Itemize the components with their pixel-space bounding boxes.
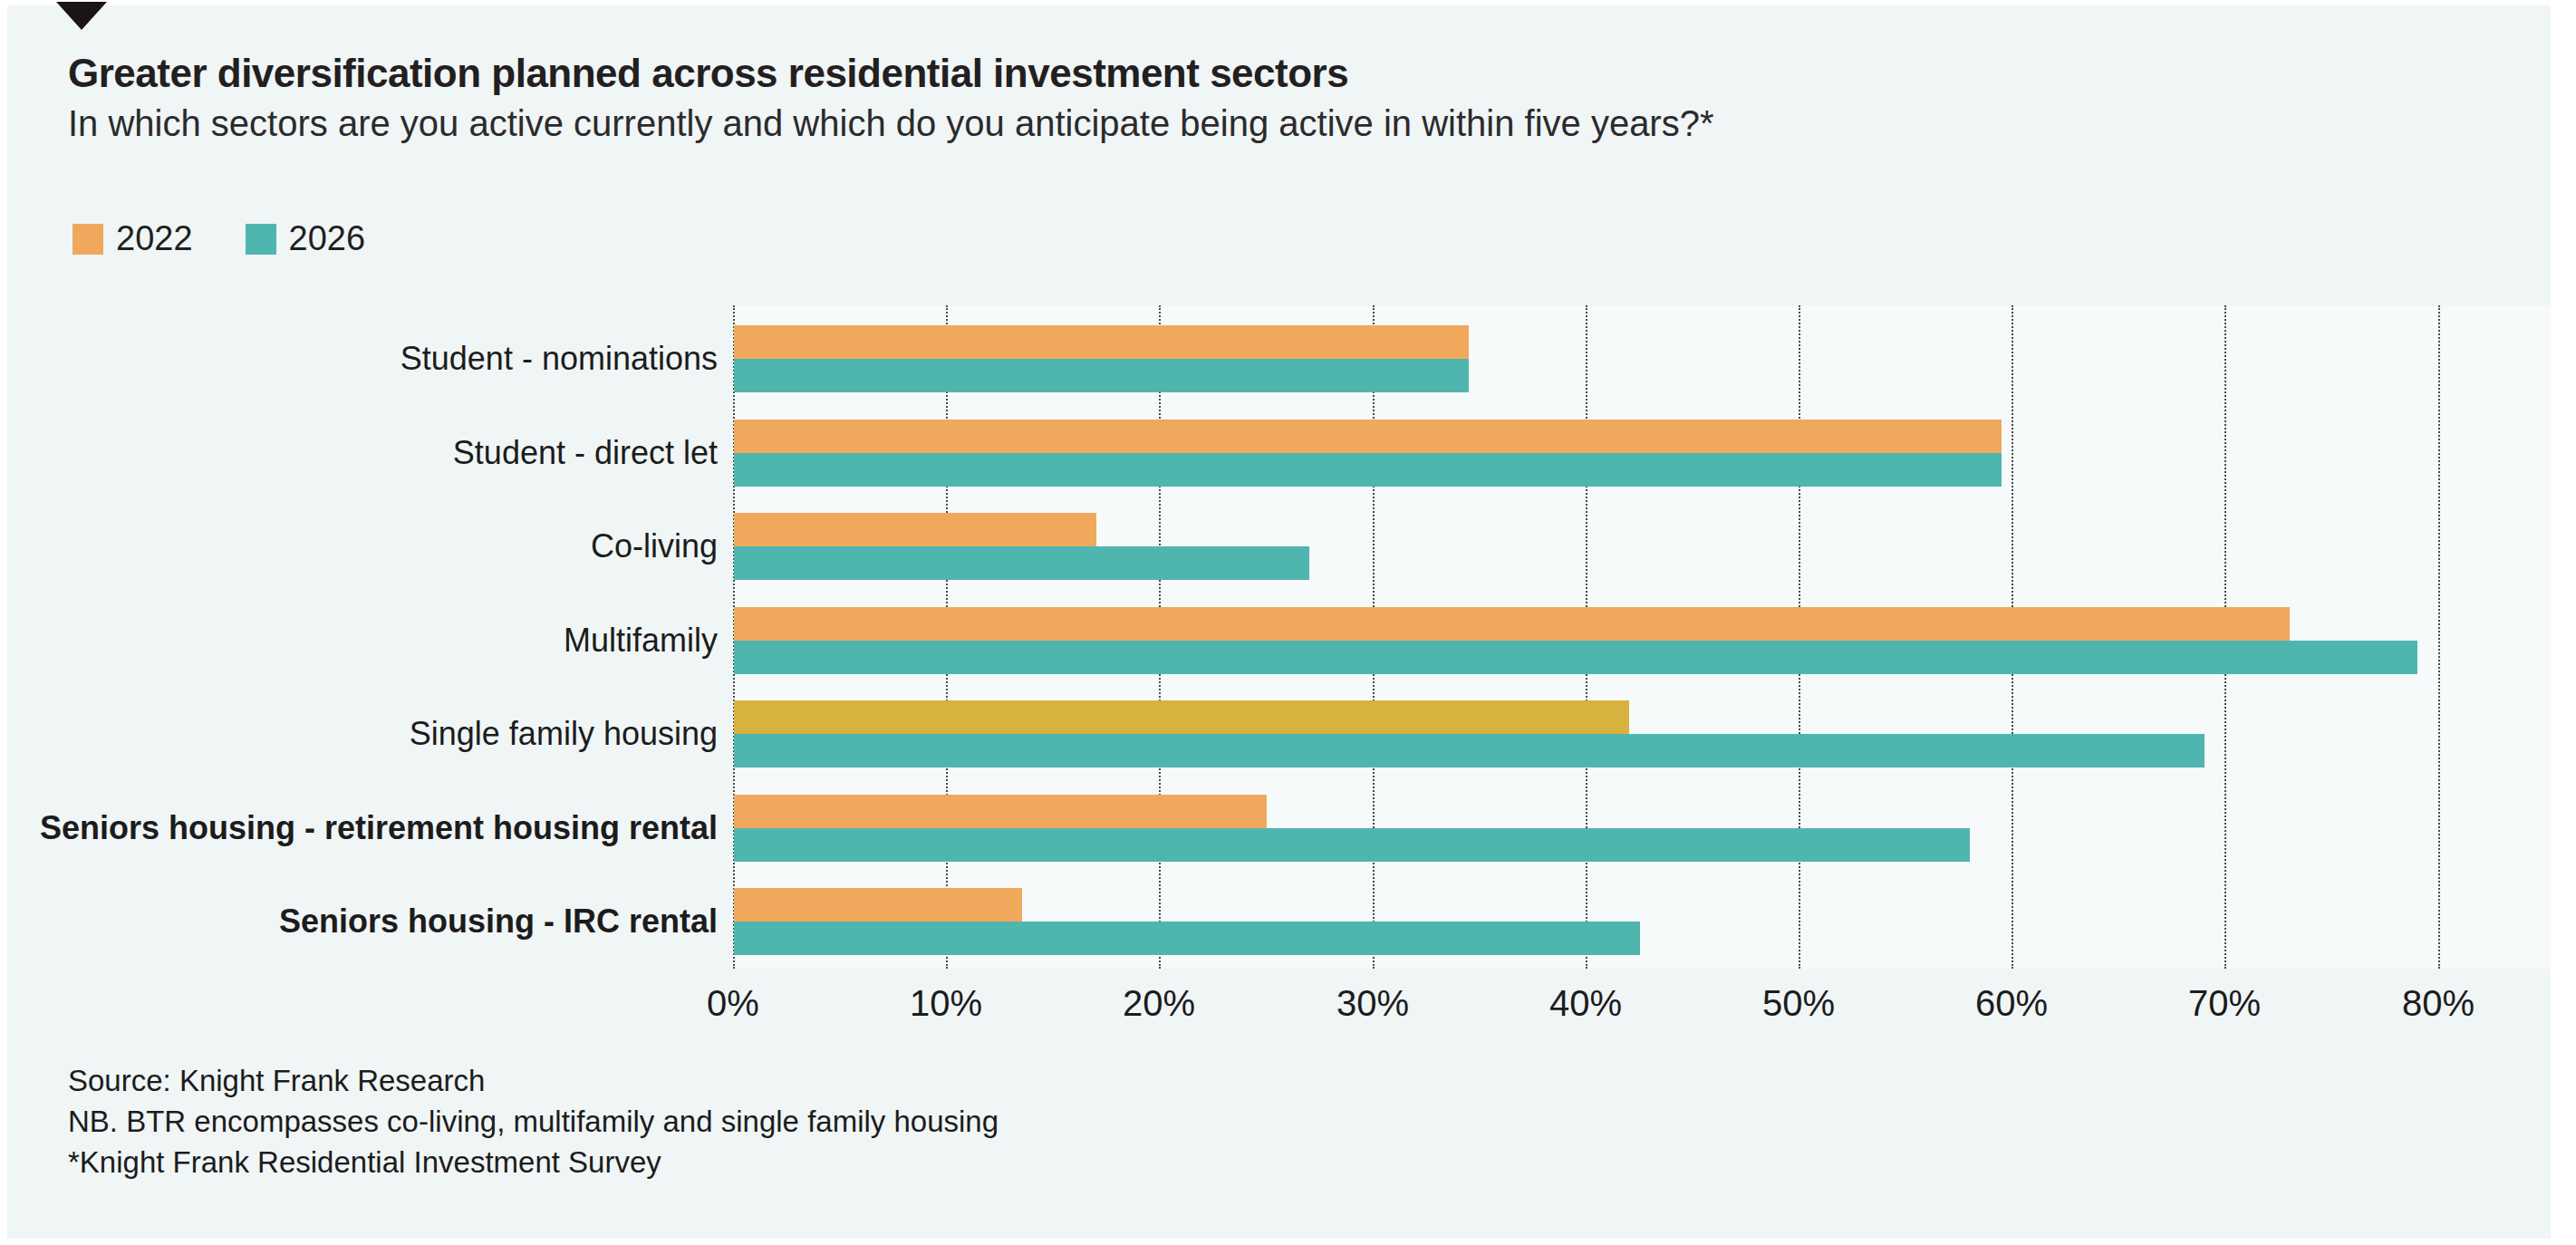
bar-2026 bbox=[734, 453, 2002, 487]
bar-group bbox=[734, 700, 2205, 767]
legend-label-2022: 2022 bbox=[116, 219, 193, 258]
bar-group bbox=[734, 607, 2417, 674]
down-triangle-marker-icon bbox=[56, 2, 107, 30]
bar-2022 bbox=[734, 795, 1267, 828]
bar-2022 bbox=[734, 607, 2290, 641]
plot-area bbox=[733, 305, 2551, 969]
category-label: Student - nominations bbox=[400, 325, 718, 392]
x-axis-ticks: 0%10%20%30%40%50%60%70%80% bbox=[733, 983, 2551, 1038]
bar-2022 bbox=[734, 325, 1469, 359]
source-line: Source: Knight Frank Research bbox=[68, 1060, 999, 1101]
bar-2026 bbox=[734, 734, 2205, 767]
bar-2022 bbox=[734, 888, 1022, 922]
bar-2022 bbox=[734, 513, 1096, 546]
bar-group bbox=[734, 325, 1469, 392]
bar-2026 bbox=[734, 922, 1640, 955]
bar-2026 bbox=[734, 546, 1309, 580]
footer: Source: Knight Frank Research NB. BTR en… bbox=[68, 1060, 999, 1182]
category-label: Co-living bbox=[591, 513, 718, 580]
gridline bbox=[2438, 305, 2440, 969]
chart-title: Greater diversification planned across r… bbox=[68, 51, 1348, 96]
legend-label-2026: 2026 bbox=[289, 219, 366, 258]
chart-subtitle: In which sectors are you active currentl… bbox=[68, 103, 1714, 144]
bar-2022 bbox=[734, 420, 2002, 453]
legend: 2022 2026 bbox=[72, 219, 418, 258]
bar-2022 bbox=[734, 700, 1629, 734]
bar-2026 bbox=[734, 641, 2417, 674]
footnote-line: *Knight Frank Residential Investment Sur… bbox=[68, 1142, 999, 1182]
category-label: Multifamily bbox=[564, 607, 718, 674]
x-tick-label: 50% bbox=[1762, 983, 1835, 1024]
x-tick-label: 80% bbox=[2402, 983, 2475, 1024]
bar-group bbox=[734, 795, 1970, 862]
category-label: Single family housing bbox=[410, 700, 718, 767]
x-tick-label: 30% bbox=[1336, 983, 1409, 1024]
bar-2026 bbox=[734, 359, 1469, 392]
bar-2026 bbox=[734, 828, 1970, 862]
bar-group bbox=[734, 420, 2002, 487]
x-tick-label: 0% bbox=[707, 983, 759, 1024]
x-tick-label: 20% bbox=[1123, 983, 1195, 1024]
category-label: Seniors housing - retirement housing ren… bbox=[40, 795, 718, 862]
x-tick-label: 70% bbox=[2188, 983, 2261, 1024]
note-line: NB. BTR encompasses co-living, multifami… bbox=[68, 1101, 999, 1142]
legend-swatch-2026 bbox=[246, 224, 276, 255]
x-tick-label: 40% bbox=[1549, 983, 1622, 1024]
x-tick-label: 60% bbox=[1975, 983, 2048, 1024]
legend-swatch-2022 bbox=[72, 224, 103, 255]
bar-group bbox=[734, 888, 1640, 955]
x-tick-label: 10% bbox=[910, 983, 982, 1024]
category-label: Student - direct let bbox=[453, 420, 718, 487]
bar-group bbox=[734, 513, 1309, 580]
category-label: Seniors housing - IRC rental bbox=[279, 888, 718, 955]
